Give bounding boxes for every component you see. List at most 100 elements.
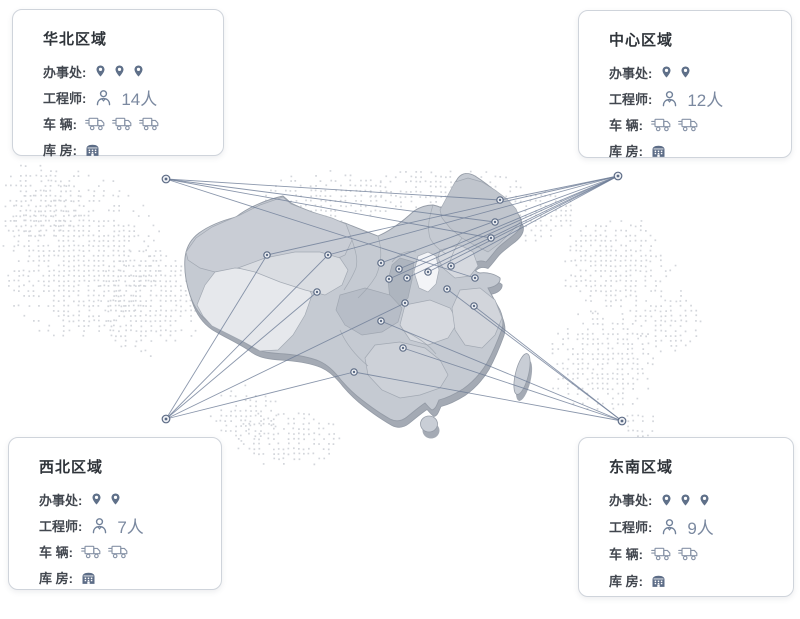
city-node[interactable] — [491, 218, 499, 226]
city-node[interactable] — [350, 368, 358, 376]
network-link — [266, 175, 619, 256]
warehouse-icons — [651, 573, 666, 588]
region-card-central: 中心区域 办事处: 工程师: 12人 车 辆: 库 房: — [578, 10, 792, 159]
engineers-row: 工程师: 7人 — [39, 512, 207, 538]
office-pin-icons — [660, 64, 692, 80]
hainan-island — [420, 415, 438, 433]
truck-icon — [139, 116, 160, 131]
network-link — [380, 175, 619, 264]
engineer-count: 9人 — [687, 519, 714, 538]
city-node[interactable] — [401, 299, 409, 307]
city-node[interactable] — [377, 259, 385, 267]
map-pin-icon — [660, 492, 673, 508]
network-link — [406, 175, 619, 279]
warehouses-row: 库 房: — [39, 564, 207, 590]
city-node[interactable] — [447, 262, 455, 270]
warehouse-icon — [85, 142, 100, 157]
vehicles-row: 车 辆: — [43, 110, 209, 136]
truck-icons — [651, 546, 699, 561]
truck-icons — [651, 117, 699, 132]
card-title: 中心区域 — [609, 32, 674, 49]
engineers-label: 工程师: — [39, 518, 83, 534]
map-pin-icon — [94, 63, 107, 79]
network-link — [473, 305, 623, 422]
city-node[interactable] — [324, 251, 332, 259]
map-pin-icon — [679, 492, 692, 508]
truck-icons — [85, 116, 160, 131]
vehicles-row: 车 辆: — [609, 111, 777, 137]
offices-row: 办事处: — [39, 486, 207, 512]
network-layer — [161, 171, 627, 426]
truck-icon — [678, 117, 699, 132]
city-node[interactable] — [487, 234, 495, 242]
warehouse-icons — [85, 142, 100, 157]
network-link — [165, 178, 476, 279]
warehouses-row: 库 房: — [609, 567, 779, 594]
vehicles-label: 车 辆: — [609, 547, 643, 562]
map-pin-icon — [132, 63, 145, 79]
engineers-label: 工程师: — [609, 520, 653, 535]
network-link — [165, 302, 406, 420]
warehouse-icons — [651, 143, 666, 158]
warehouses-row: 库 房: — [43, 136, 209, 162]
hub-southeast[interactable] — [617, 416, 627, 426]
warehouse-icon — [651, 143, 666, 158]
vehicles-label: 车 辆: — [43, 116, 77, 132]
city-node[interactable] — [471, 274, 479, 282]
city-node[interactable] — [263, 251, 271, 259]
engineer-count: 12人 — [687, 90, 724, 110]
city-node[interactable] — [377, 317, 385, 325]
warehouses-label: 库 房: — [609, 574, 643, 589]
engineers-row: 工程师: 12人 — [609, 85, 777, 111]
offices-label: 办事处: — [39, 492, 83, 508]
warehouse-icons — [81, 570, 96, 585]
region-card-northwest: 西北区域 办事处: 工程师: 7人 车 辆: 库 房: — [8, 437, 222, 590]
engineer-icon — [660, 90, 679, 107]
warehouse-icon — [81, 570, 96, 585]
network-link — [446, 288, 623, 422]
city-node[interactable] — [496, 196, 504, 204]
network-link — [450, 175, 619, 267]
hub-north[interactable] — [161, 174, 171, 184]
office-pin-icons — [94, 63, 145, 79]
warehouses-row: 库 房: — [609, 137, 777, 163]
map-pin-icon — [90, 491, 103, 507]
card-title: 西北区域 — [39, 459, 104, 476]
region-card-southeast: 东南区域 办事处: 工程师: 9人 车 辆: 库 房: — [578, 437, 794, 597]
vehicles-row: 车 辆: — [609, 540, 779, 567]
truck-icon — [651, 546, 672, 561]
network-link — [380, 320, 623, 422]
city-node[interactable] — [443, 285, 451, 293]
network-link — [165, 371, 355, 420]
city-node[interactable] — [399, 344, 407, 352]
network-link — [165, 178, 492, 239]
city-node[interactable] — [395, 265, 403, 273]
city-node[interactable] — [470, 302, 478, 310]
network-link — [165, 254, 329, 420]
taiwan-island — [513, 353, 531, 395]
city-node[interactable] — [424, 268, 432, 276]
engineer-icon — [90, 517, 109, 534]
network-link — [402, 347, 623, 422]
vehicles-row: 车 辆: — [39, 538, 207, 564]
engineer-icon — [660, 518, 679, 535]
warehouses-label: 库 房: — [609, 143, 643, 159]
engineers-label: 工程师: — [609, 91, 653, 107]
network-link — [165, 254, 268, 420]
card-title: 东南区域 — [609, 459, 674, 476]
office-pin-icons — [90, 491, 122, 507]
engineer-count: 7人 — [117, 517, 144, 537]
city-node[interactable] — [403, 274, 411, 282]
city-node[interactable] — [313, 288, 321, 296]
city-node[interactable] — [385, 275, 393, 283]
truck-icon — [651, 117, 672, 132]
offices-label: 办事处: — [609, 493, 653, 508]
offices-row: 办事处: — [43, 58, 209, 84]
offices-row: 办事处: — [609, 486, 779, 513]
network-link — [353, 371, 623, 422]
warehouses-label: 库 房: — [39, 570, 73, 586]
hub-central[interactable] — [613, 171, 623, 181]
truck-icon — [678, 546, 699, 561]
hub-northwest[interactable] — [161, 414, 171, 424]
